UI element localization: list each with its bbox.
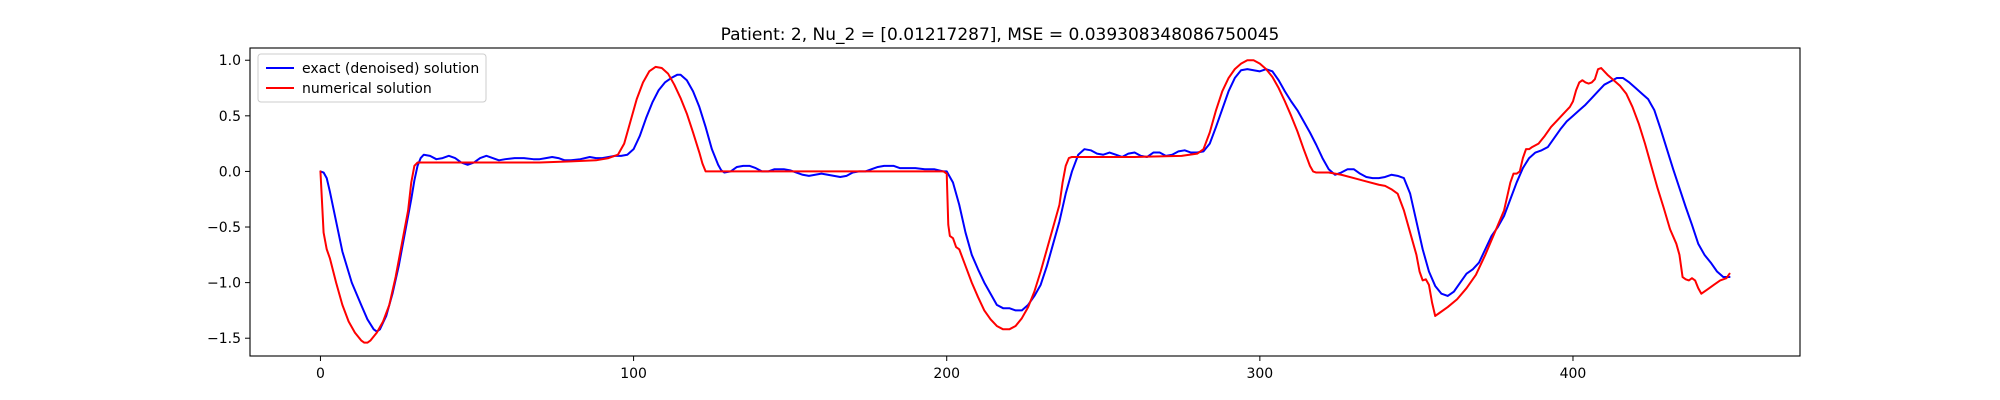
plot-frame bbox=[249, 47, 1801, 357]
series-line-numerical bbox=[319, 59, 1731, 344]
legend-box bbox=[257, 53, 487, 103]
y-tick-label: 0.5 bbox=[219, 109, 241, 125]
y-tick-label: −1.0 bbox=[207, 276, 241, 292]
x-tick-label: 100 bbox=[620, 366, 647, 382]
x-tick-label: 400 bbox=[1560, 366, 1587, 382]
x-tick-label: 200 bbox=[933, 366, 960, 382]
legend-label-exact: exact (denoised) solution bbox=[302, 61, 479, 77]
x-tick-label: 0 bbox=[316, 366, 325, 382]
y-tick-label: 1.0 bbox=[219, 53, 241, 69]
x-tick-label: 300 bbox=[1246, 366, 1273, 382]
axes-layer: 0 100 200 300 400 −1.5 −1.0 −0.5 0.0 0.5 1.0 bbox=[207, 47, 1801, 382]
legend: exact (denoised) solution numerical solut… bbox=[257, 53, 487, 103]
chart-title: Patient: 2, Nu_2 = [0.01217287], MSE = 0… bbox=[721, 25, 1280, 45]
series-layer bbox=[319, 59, 1731, 344]
y-tick-label: −0.5 bbox=[207, 220, 241, 236]
y-tick-label: 0.0 bbox=[219, 164, 241, 180]
legend-label-numerical: numerical solution bbox=[302, 81, 432, 97]
y-tick-label: −1.5 bbox=[207, 331, 241, 347]
